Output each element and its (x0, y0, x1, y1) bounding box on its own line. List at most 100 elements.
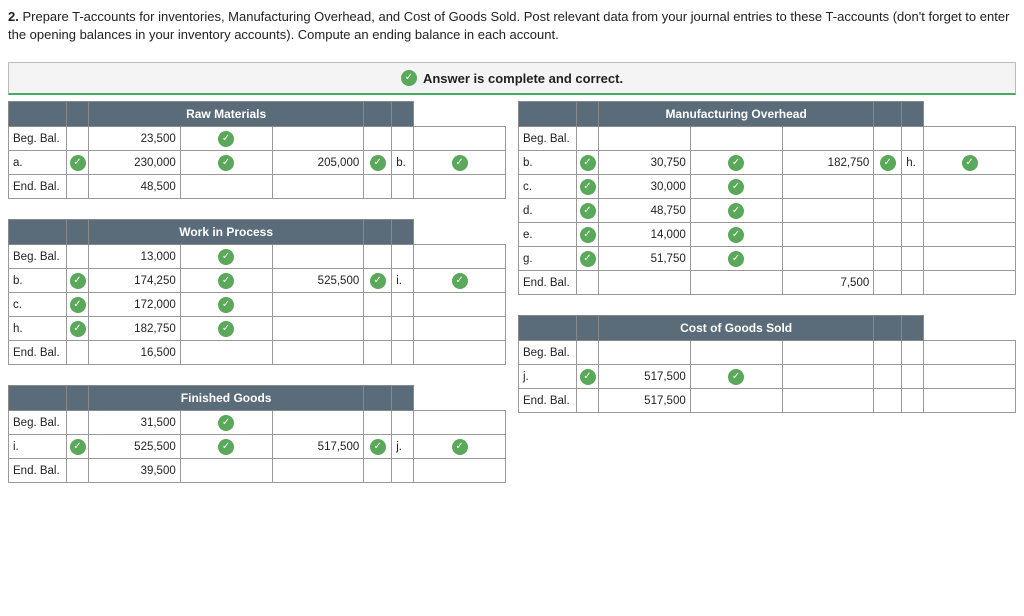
row-label-left[interactable]: End. Bal. (519, 389, 577, 413)
row-label-right[interactable] (902, 341, 924, 365)
row-label-left[interactable]: e. (519, 223, 577, 247)
row-debit-value[interactable]: 517,500 (599, 389, 691, 413)
row-label-right[interactable] (392, 341, 414, 365)
row-debit-value[interactable]: 39,500 (89, 459, 181, 483)
row-credit-value[interactable]: 205,000 (272, 151, 364, 175)
row-credit-value[interactable] (272, 411, 364, 435)
row-label-right[interactable] (902, 247, 924, 271)
t-account-row: Beg. Bal. (519, 127, 1016, 151)
row-label-right[interactable]: i. (392, 269, 414, 293)
row-credit-value[interactable]: 182,750 (782, 151, 874, 175)
t-account-row: b.✓174,250✓525,500✓i.✓ (9, 269, 506, 293)
row-credit-value[interactable] (272, 341, 364, 365)
row-label-left[interactable]: End. Bal. (9, 341, 67, 365)
row-debit-value[interactable]: 48,750 (599, 199, 691, 223)
row-label-right[interactable] (392, 245, 414, 269)
row-credit-value[interactable] (782, 389, 874, 413)
row-label-right[interactable] (392, 175, 414, 199)
check-icon: ✓ (728, 369, 744, 385)
row-credit-value[interactable] (782, 341, 874, 365)
row-debit-value[interactable] (599, 341, 691, 365)
row-credit-value[interactable] (782, 127, 874, 151)
row-label-left[interactable]: Beg. Bal. (9, 411, 67, 435)
question-text: 2. Prepare T-accounts for inventories, M… (8, 8, 1016, 44)
row-debit-value[interactable]: 172,000 (89, 293, 181, 317)
row-label-right[interactable] (392, 127, 414, 151)
row-credit-value[interactable] (782, 247, 874, 271)
row-debit-value[interactable]: 174,250 (89, 269, 181, 293)
row-label-left[interactable]: a. (9, 151, 67, 175)
row-label-left[interactable]: b. (519, 151, 577, 175)
row-debit-value[interactable]: 51,750 (599, 247, 691, 271)
row-label-right[interactable] (902, 223, 924, 247)
check-icon: ✓ (218, 415, 234, 431)
check-icon: ✓ (728, 251, 744, 267)
account-title: Raw Materials (89, 102, 364, 127)
row-label-left[interactable]: c. (9, 293, 67, 317)
row-debit-value[interactable]: 14,000 (599, 223, 691, 247)
row-debit-value[interactable]: 30,000 (599, 175, 691, 199)
t-account-cogs: Cost of Goods SoldBeg. Bal.j.✓517,500✓En… (518, 315, 1016, 413)
row-credit-value[interactable]: 7,500 (782, 271, 874, 295)
row-label-left[interactable]: End. Bal. (519, 271, 577, 295)
t-account-row: End. Bal. 7,500 (519, 271, 1016, 295)
row-debit-value[interactable]: 230,000 (89, 151, 181, 175)
t-account-row: d.✓48,750✓ (519, 199, 1016, 223)
row-label-right[interactable]: j. (392, 435, 414, 459)
row-debit-value[interactable]: 30,750 (599, 151, 691, 175)
row-label-right[interactable] (392, 317, 414, 341)
check-icon: ✓ (70, 439, 86, 455)
row-credit-value[interactable] (782, 199, 874, 223)
row-debit-value[interactable]: 525,500 (89, 435, 181, 459)
row-label-right[interactable] (902, 127, 924, 151)
row-credit-value[interactable] (782, 175, 874, 199)
check-icon: ✓ (218, 297, 234, 313)
row-label-left[interactable]: d. (519, 199, 577, 223)
row-debit-value[interactable]: 517,500 (599, 365, 691, 389)
check-icon: ✓ (580, 203, 596, 219)
row-debit-value[interactable]: 13,000 (89, 245, 181, 269)
row-label-left[interactable]: Beg. Bal. (519, 341, 577, 365)
row-debit-value[interactable]: 31,500 (89, 411, 181, 435)
row-label-left[interactable]: j. (519, 365, 577, 389)
row-label-left[interactable]: Beg. Bal. (9, 245, 67, 269)
row-label-right[interactable] (392, 293, 414, 317)
row-label-right[interactable] (392, 459, 414, 483)
row-label-left[interactable]: End. Bal. (9, 175, 67, 199)
row-credit-value[interactable] (272, 127, 364, 151)
row-credit-value[interactable]: 525,500 (272, 269, 364, 293)
row-debit-value[interactable] (599, 271, 691, 295)
row-credit-value[interactable] (272, 293, 364, 317)
row-label-right[interactable] (392, 411, 414, 435)
row-debit-value[interactable]: 48,500 (89, 175, 181, 199)
row-debit-value[interactable]: 23,500 (89, 127, 181, 151)
row-label-right[interactable] (902, 365, 924, 389)
row-credit-value[interactable]: 517,500 (272, 435, 364, 459)
t-account-row: End. Bal. 48,500 (9, 175, 506, 199)
row-label-left[interactable]: b. (9, 269, 67, 293)
row-credit-value[interactable] (272, 245, 364, 269)
row-credit-value[interactable] (272, 175, 364, 199)
row-label-right[interactable]: h. (902, 151, 924, 175)
row-debit-value[interactable]: 182,750 (89, 317, 181, 341)
row-credit-value[interactable] (782, 365, 874, 389)
row-label-left[interactable]: h. (9, 317, 67, 341)
row-label-right[interactable]: b. (392, 151, 414, 175)
row-debit-value[interactable]: 16,500 (89, 341, 181, 365)
row-label-left[interactable]: g. (519, 247, 577, 271)
row-label-left[interactable]: End. Bal. (9, 459, 67, 483)
row-credit-value[interactable] (782, 223, 874, 247)
row-label-right[interactable] (902, 271, 924, 295)
row-label-left[interactable]: c. (519, 175, 577, 199)
row-label-right[interactable] (902, 199, 924, 223)
row-label-left[interactable]: Beg. Bal. (9, 127, 67, 151)
question-number: 2. (8, 9, 19, 24)
row-credit-value[interactable] (272, 459, 364, 483)
row-debit-value[interactable] (599, 127, 691, 151)
row-label-left[interactable]: i. (9, 435, 67, 459)
row-label-left[interactable]: Beg. Bal. (519, 127, 577, 151)
row-credit-value[interactable] (272, 317, 364, 341)
row-label-right[interactable] (902, 175, 924, 199)
t-account-row: j.✓517,500✓ (519, 365, 1016, 389)
row-label-right[interactable] (902, 389, 924, 413)
